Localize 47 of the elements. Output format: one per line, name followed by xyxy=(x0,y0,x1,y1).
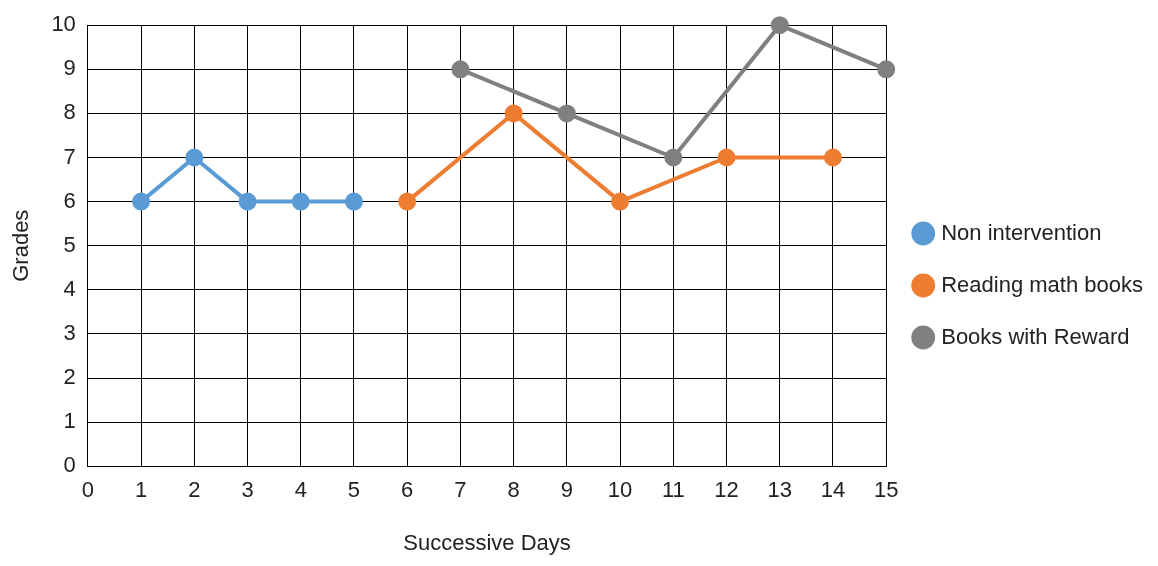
x-tick-label: 5 xyxy=(347,477,361,503)
legend-label: Reading math books xyxy=(941,271,1143,297)
x-tick-label: 7 xyxy=(454,477,467,503)
x-tick-label: 8 xyxy=(507,477,520,503)
y-tick-label: 7 xyxy=(63,143,76,169)
legend-label: Non intervention xyxy=(941,219,1102,245)
point xyxy=(398,192,417,211)
y-tick-label: 2 xyxy=(63,364,76,390)
x-tick-label: 1 xyxy=(134,477,148,503)
y-tick-label: 5 xyxy=(63,231,76,257)
x-tick-label: 15 xyxy=(873,477,899,503)
point xyxy=(877,60,896,79)
x-axis-title: Successive Days xyxy=(403,529,571,555)
x-tick-label: 2 xyxy=(188,477,201,503)
y-tick-label: 9 xyxy=(63,55,76,81)
y-tick-label: 0 xyxy=(63,452,76,478)
y-tick-label: 4 xyxy=(63,275,76,301)
point xyxy=(717,148,736,167)
point xyxy=(611,192,630,211)
point xyxy=(132,192,151,211)
point xyxy=(344,192,363,211)
y-tick-label: 6 xyxy=(63,187,76,213)
point xyxy=(504,104,523,123)
y-tick-label: 3 xyxy=(63,319,76,345)
x-tick-label: 4 xyxy=(294,477,307,503)
point xyxy=(664,148,683,167)
x-tick-label: 11 xyxy=(661,477,685,503)
point xyxy=(291,192,310,211)
x-tick-label: 12 xyxy=(714,477,739,503)
point xyxy=(185,148,204,167)
y-tick-label: 10 xyxy=(51,11,76,37)
legend-label: Books with Reward xyxy=(941,323,1130,349)
x-tick-label: 9 xyxy=(560,477,573,503)
point xyxy=(557,104,576,123)
x-tick-label: 6 xyxy=(401,477,414,503)
point xyxy=(770,16,789,35)
x-tick-label: 3 xyxy=(241,477,254,503)
point xyxy=(823,148,842,167)
y-axis-title: Grades xyxy=(8,209,34,282)
y-tick-label: 8 xyxy=(63,99,76,125)
x-tick-label: 13 xyxy=(767,477,793,503)
x-tick-label: 0 xyxy=(81,477,94,503)
x-tick-label: 14 xyxy=(820,477,846,503)
point xyxy=(451,60,470,79)
x-tick-label: 10 xyxy=(607,477,633,503)
y-tick-label: 1 xyxy=(63,408,76,434)
point xyxy=(238,192,257,211)
